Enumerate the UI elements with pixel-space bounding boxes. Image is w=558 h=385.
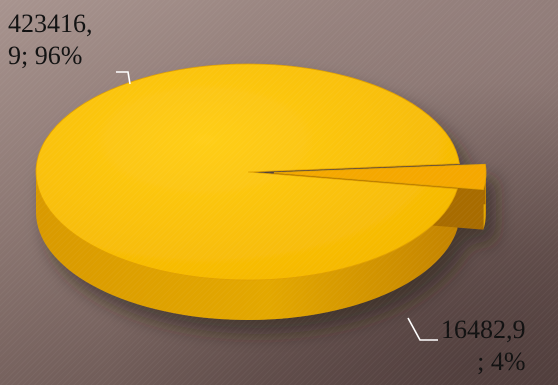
data-label-line: ; 4% xyxy=(477,347,526,376)
leader-line xyxy=(116,71,131,85)
data-label-line: 16482,9 xyxy=(441,315,526,344)
pie-slice-top xyxy=(35,63,460,281)
leader-line xyxy=(407,317,438,341)
data-label-slice-large: 423416, 9; 96% xyxy=(8,8,93,72)
data-label-line: 423416, xyxy=(8,9,93,38)
pie-slice-side xyxy=(36,172,458,321)
pie-slice-top xyxy=(273,163,487,191)
data-label-slice-small: 16482,9 ; 4% xyxy=(441,314,526,378)
data-label-line: 9; 96% xyxy=(8,41,83,70)
pie-group xyxy=(35,63,487,321)
